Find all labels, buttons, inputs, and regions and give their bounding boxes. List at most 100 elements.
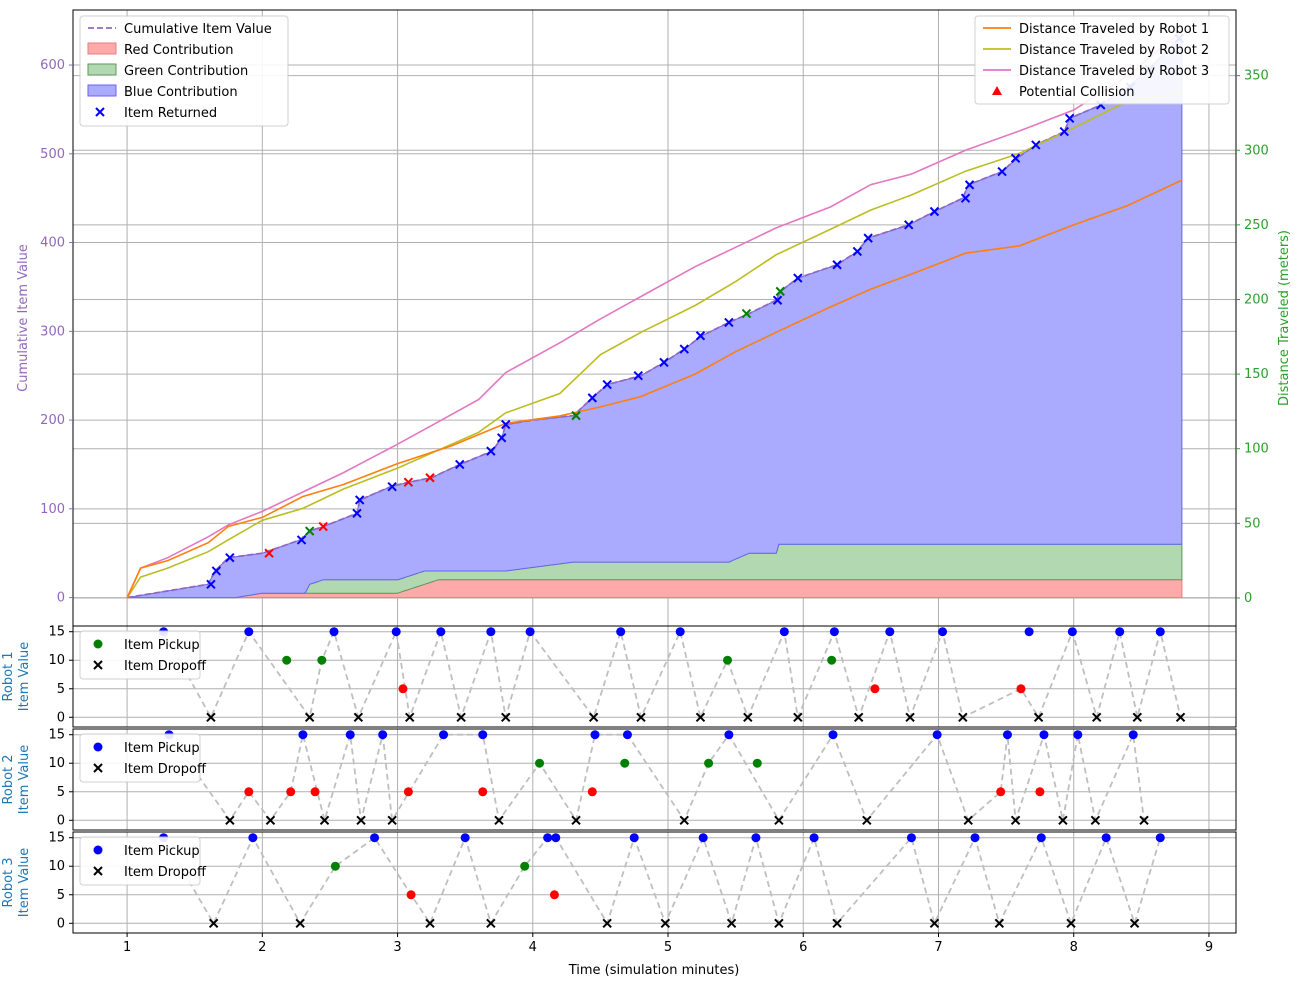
item-returned-marker [206,579,216,589]
y-right-tick-label: 100 [1244,442,1269,457]
item-dropoff-marker [353,712,364,723]
y-tick-label: 0 [57,591,65,606]
legend-label: Distance Traveled by Robot 2 [1019,43,1209,58]
legend-box [79,15,289,127]
item-pickup-marker [403,787,413,797]
item-pickup-marker [391,627,401,637]
item-returned-marker [775,286,785,297]
y-right-tick-label: 50 [1244,516,1261,531]
y-right-tick-label: 350 [1244,69,1269,84]
robot2-panel: 0 5 10 15 Robot 2Item Value Item Pickup Item D… [1,728,1237,831]
item-returned-marker [602,379,612,390]
x-tick-label: 2 [258,940,266,955]
item-pickup-marker [378,730,388,740]
item-returned-marker [772,295,783,305]
item-dropoff-marker [405,712,415,723]
item-pickup-marker [906,833,916,843]
y-tick-label: 400 [40,236,65,251]
y-tick-label: 10 [48,859,65,874]
y-tick-label: 15 [48,625,65,640]
item-pickup-marker [1036,833,1046,843]
item-pickup-marker [932,730,942,740]
y-tick-label: 0 [57,710,65,725]
item-returned-marker [387,481,397,492]
legend-label: Item Pickup [124,844,200,859]
item-returned-marker [832,260,842,270]
item-dropoff-marker [1090,815,1101,826]
legend-label: Item Dropoff [124,762,207,777]
item-returned-marker [455,459,465,470]
item-returned-marker [1059,126,1069,137]
x-tick-label: 5 [664,940,672,955]
item-pickup-marker [1155,833,1165,843]
legend-label: Potential Collision [1019,85,1135,100]
legend-label: Item Returned [124,106,217,121]
y-right-tick-label: 300 [1244,143,1269,158]
legend-swatch [93,763,103,773]
item-dropoff-marker [963,815,973,826]
item-pickup-marker [460,833,470,843]
item-returned-marker [501,419,511,430]
subplot-y-axis-label: Robot 2Item Value [1,745,32,814]
y-tick-label: 500 [40,147,65,162]
subplot-frame [72,831,1237,934]
item-dropoff-marker [1139,815,1149,826]
item-returned-marker [659,357,669,368]
item-returned-marker [211,566,222,576]
y-label-line: Robot 3 [1,857,16,907]
item-dropoff-marker [304,712,315,723]
item-pickup-marker [406,890,416,900]
legend-label: Distance Traveled by Robot 1 [1019,22,1209,37]
legend-swatch [93,845,103,855]
y-right-tick-label: 150 [1244,367,1269,382]
item-dropoff-marker [636,712,646,723]
item-dropoff-marker [832,918,842,929]
item-dropoff-marker [265,815,276,826]
item-pickup-marker [525,627,535,637]
legend-swatch [93,866,103,876]
item-dropoff-marker [862,815,872,826]
item-pickup-marker [549,890,559,900]
item-dropoff-marker [494,815,504,826]
item-pickup-marker [439,730,449,740]
item-dropoff-marker [206,712,216,723]
legend-label: Item Pickup [124,638,200,653]
item-pickup-marker [1002,730,1012,740]
item-pickup-marker [1035,787,1045,797]
blue-contribution-area [127,37,1183,599]
item-dropoff-marker [225,815,235,826]
item-dropoff-marker [695,712,706,723]
item-pickup-marker [829,627,839,637]
item-pickup-marker [1115,627,1125,637]
item-returned-marker [695,331,706,341]
y-tick-label: 100 [40,502,65,517]
item-returned-marker [1064,113,1075,123]
item-pickup-marker [244,787,254,797]
item-dropoff-marker [208,918,219,929]
item-pickup-marker [675,627,685,637]
legend-label: Item Dropoff [124,865,207,880]
cumulative-value-line [126,37,1180,599]
item-pickup-marker [329,627,339,637]
item-returned-marker [724,317,734,328]
legend-label: Green Contribution [124,64,248,79]
main-panel: 0 100 200 300 400 500 600 0 50 100 150 200 250 300 350… [16,9,1292,627]
item-dropoff-marker [853,712,864,723]
subplot-legend: Item Pickup Item Dropoff [79,630,207,680]
item-dropoff-marker [929,918,940,929]
legend-swatch [93,742,103,752]
item-pickup-marker [436,627,446,637]
x-tick-label: 6 [799,940,807,955]
legend-label: Blue Contribution [124,85,238,100]
item-pickup-marker [398,684,408,694]
legend-swatch [95,107,105,117]
item-pickup-marker [298,730,308,740]
y-tick-label: 5 [57,682,65,697]
subplot-gridlines [73,626,1236,727]
item-pickup-marker [317,655,327,665]
item-pickup-marker [616,627,626,637]
item-dropoff-marker [660,918,671,929]
item-dropoff-marker [679,815,689,826]
y-axis-label: Cumulative Item Value [16,244,31,392]
